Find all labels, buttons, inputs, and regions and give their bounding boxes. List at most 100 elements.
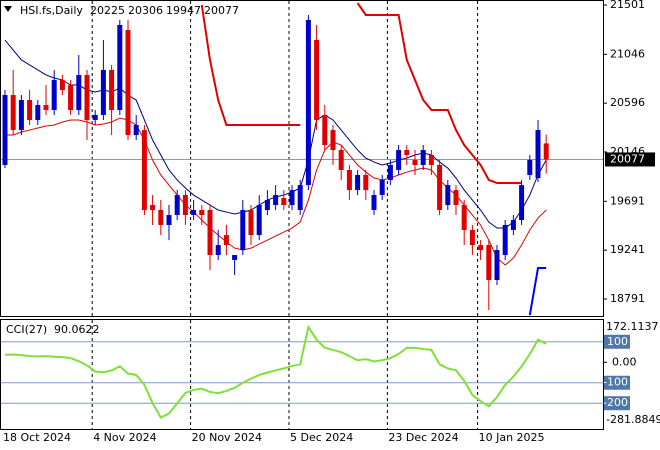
candle-body — [223, 235, 229, 246]
candle-body — [141, 130, 147, 211]
x-tick-label: 4 Nov 2024 — [93, 431, 156, 444]
cci-tick-label: -100 — [603, 376, 628, 389]
x-tick-label: 18 Oct 2024 — [3, 431, 71, 444]
candle-body — [437, 164, 443, 211]
candle-body — [535, 130, 541, 179]
candle-body — [215, 245, 221, 256]
candle-body — [510, 219, 516, 230]
candle-body — [297, 185, 303, 211]
candle-body — [355, 174, 361, 191]
open-value: 20225 — [90, 4, 125, 17]
candle-body — [453, 190, 459, 206]
y-tick-label: 21046 — [610, 47, 645, 60]
candle-body — [35, 105, 41, 120]
low-value: 19947 — [166, 4, 201, 17]
close-value: 20077 — [204, 4, 239, 17]
chart-title: HSI.fs,Daily — [20, 4, 83, 17]
candle-body — [486, 245, 492, 280]
candle-body — [379, 179, 385, 196]
candle-body — [330, 130, 336, 151]
candle-body — [412, 160, 418, 165]
candle-body — [305, 19, 311, 186]
candle-body — [150, 205, 156, 211]
candle-body — [502, 224, 508, 256]
candle-body — [100, 69, 106, 115]
candle-body — [166, 215, 172, 225]
candle-body — [2, 95, 8, 165]
candle-body — [240, 210, 246, 251]
candle-body — [461, 205, 467, 230]
indicator-line — [356, 2, 522, 185]
candle-body — [396, 150, 402, 170]
y-tick-label: 19691 — [610, 194, 645, 207]
y-tick-label: 21501 — [610, 0, 645, 11]
cci-tick-label: -200 — [603, 396, 628, 409]
x-tick-label: 5 Dec 2024 — [290, 431, 353, 444]
candle-body — [346, 169, 352, 191]
indicator-line — [528, 267, 547, 316]
cci-value: 90.0622 — [54, 323, 100, 336]
candle-body — [109, 69, 115, 110]
x-tick-label: 23 Dec 2024 — [388, 431, 458, 444]
collapse-icon — [4, 6, 12, 12]
candle-body — [207, 210, 213, 256]
candle-body — [256, 205, 262, 236]
candle-body — [264, 200, 270, 211]
cci-name: CCI(27) — [6, 323, 47, 336]
candle-body — [478, 245, 484, 251]
cci-pane-frame — [0, 319, 604, 430]
y-tick-label: 19241 — [610, 243, 645, 256]
candle-body — [494, 250, 500, 280]
candle-body — [338, 150, 344, 170]
candle-body — [273, 195, 279, 206]
cci-level-box — [604, 334, 630, 349]
cci-tick-label: 0.00 — [612, 355, 637, 368]
candle-body — [158, 210, 164, 225]
high-value: 20306 — [128, 4, 163, 17]
candle-body — [125, 30, 131, 136]
candle-body — [314, 40, 320, 120]
cci-line — [4, 324, 547, 419]
candle-body — [363, 174, 369, 191]
candle-body — [27, 100, 33, 120]
candle-body — [43, 105, 49, 110]
candle-body — [92, 114, 98, 120]
candle-body — [84, 74, 90, 120]
candle-body — [18, 100, 24, 131]
candle-body — [174, 195, 180, 216]
candle-body — [420, 150, 426, 165]
candle-body — [248, 210, 254, 236]
candle-body — [51, 80, 57, 110]
candle-body — [404, 150, 410, 156]
cci-range-label: 172.1137 — [606, 320, 659, 333]
candle-body — [191, 210, 197, 216]
cci-level-box — [604, 396, 630, 411]
last-price-label: 20077 — [610, 152, 645, 165]
cci-level-box — [604, 375, 630, 390]
candle-body — [232, 255, 238, 261]
candle-body — [117, 24, 123, 110]
x-tick-label: 20 Nov 2024 — [192, 431, 262, 444]
candle-body — [445, 185, 451, 206]
cci-tick-label: 100 — [607, 335, 628, 348]
candle-body — [387, 164, 393, 180]
candle-body — [199, 210, 205, 216]
last-price-box — [605, 152, 655, 167]
candle-body — [428, 155, 434, 165]
candle-body — [68, 85, 74, 110]
indicator-line — [200, 4, 301, 126]
candle-body — [133, 124, 139, 136]
candle-body — [59, 80, 65, 91]
candle-body — [543, 143, 549, 160]
price-pane-frame — [0, 0, 604, 317]
candle-body — [182, 195, 188, 216]
candle-body — [469, 229, 475, 246]
y-tick-label: 20596 — [610, 96, 645, 109]
candle-body — [527, 160, 533, 175]
candle-body — [76, 74, 82, 110]
cci-range-label: -281.8849 — [606, 413, 660, 426]
candle-body — [289, 190, 295, 206]
candle-body — [281, 198, 287, 206]
x-tick-label: 10 Jan 2025 — [479, 431, 545, 444]
